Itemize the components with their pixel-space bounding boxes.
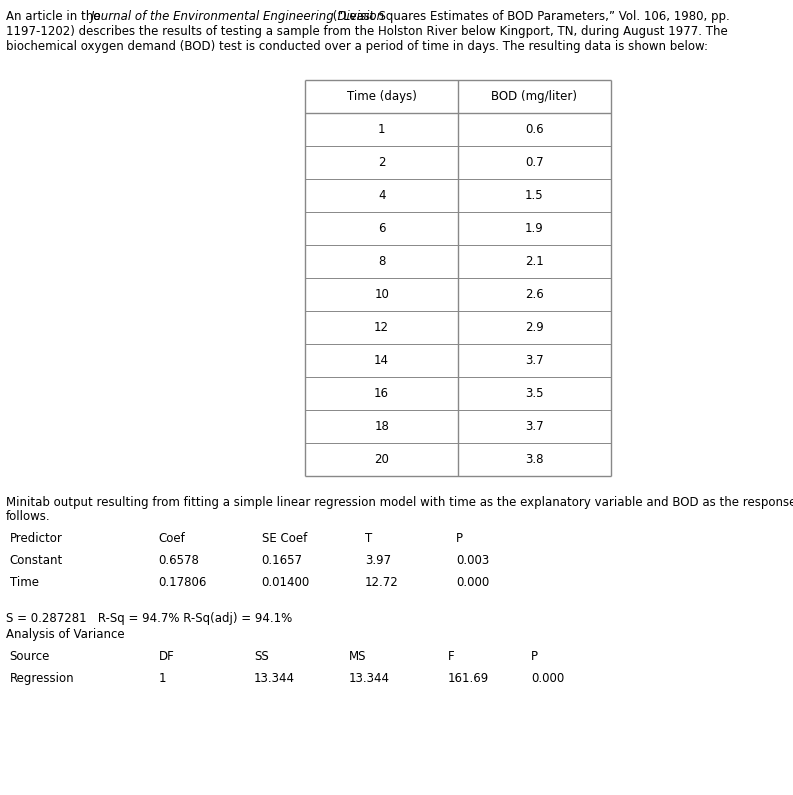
Text: Constant: Constant (10, 554, 63, 567)
Text: 12: 12 (374, 321, 389, 334)
Text: 0.003: 0.003 (456, 554, 489, 567)
Text: 1.5: 1.5 (525, 189, 543, 202)
Text: 4: 4 (378, 189, 385, 202)
Text: 8: 8 (378, 255, 385, 268)
Text: T: T (365, 532, 372, 545)
Text: 3.97: 3.97 (365, 554, 391, 567)
Text: (“Least Squares Estimates of BOD Parameters,” Vol. 106, 1980, pp.: (“Least Squares Estimates of BOD Paramet… (328, 10, 730, 23)
Text: 1197-1202) describes the results of testing a sample from the Holston River belo: 1197-1202) describes the results of test… (6, 25, 728, 38)
Text: Analysis of Variance: Analysis of Variance (6, 628, 125, 641)
Text: biochemical oxygen demand (BOD) test is conducted over a period of time in days.: biochemical oxygen demand (BOD) test is … (6, 40, 708, 53)
Text: 0.6: 0.6 (525, 123, 543, 136)
Text: 18: 18 (374, 420, 389, 433)
Text: DF: DF (159, 650, 174, 663)
Text: 0.000: 0.000 (531, 672, 565, 685)
Text: 3.8: 3.8 (525, 453, 543, 466)
Text: Coef: Coef (159, 532, 186, 545)
Text: Time: Time (10, 576, 39, 589)
Text: P: P (456, 532, 463, 545)
Text: follows.: follows. (6, 510, 51, 523)
Text: 0.1657: 0.1657 (262, 554, 303, 567)
Text: 10: 10 (374, 288, 389, 301)
Text: Regression: Regression (10, 672, 74, 685)
Text: Predictor: Predictor (10, 532, 63, 545)
Text: 0.7: 0.7 (525, 156, 543, 169)
Text: 1.9: 1.9 (525, 222, 544, 235)
Text: 2.6: 2.6 (525, 288, 544, 301)
Text: SS: SS (254, 650, 269, 663)
Text: 3.7: 3.7 (525, 354, 543, 367)
Text: S = 0.287281   R-Sq = 94.7% R-Sq(adj) = 94.1%: S = 0.287281 R-Sq = 94.7% R-Sq(adj) = 94… (6, 612, 293, 625)
Text: 13.344: 13.344 (254, 672, 295, 685)
Text: P: P (531, 650, 538, 663)
Text: 2.1: 2.1 (525, 255, 544, 268)
Text: 2.9: 2.9 (525, 321, 544, 334)
Text: 12.72: 12.72 (365, 576, 399, 589)
Text: An article in the: An article in the (6, 10, 104, 23)
Text: 13.344: 13.344 (349, 672, 390, 685)
Text: MS: MS (349, 650, 366, 663)
Text: Time (days): Time (days) (347, 90, 416, 103)
Text: Journal of the Environmental Engineering Division: Journal of the Environmental Engineering… (91, 10, 385, 23)
Text: BOD (mg/liter): BOD (mg/liter) (492, 90, 577, 103)
Text: 0.01400: 0.01400 (262, 576, 310, 589)
Text: 0.6578: 0.6578 (159, 554, 200, 567)
Text: 3.5: 3.5 (525, 387, 543, 400)
Text: 20: 20 (374, 453, 389, 466)
Text: 161.69: 161.69 (448, 672, 489, 685)
Text: 1: 1 (159, 672, 166, 685)
Text: SE Coef: SE Coef (262, 532, 307, 545)
Text: 3.7: 3.7 (525, 420, 543, 433)
Text: 0.17806: 0.17806 (159, 576, 207, 589)
Text: 16: 16 (374, 387, 389, 400)
Text: 6: 6 (378, 222, 385, 235)
Text: 2: 2 (378, 156, 385, 169)
Text: Minitab output resulting from fitting a simple linear regression model with time: Minitab output resulting from fitting a … (6, 496, 793, 509)
Text: 1: 1 (378, 123, 385, 136)
Text: 14: 14 (374, 354, 389, 367)
Text: F: F (448, 650, 454, 663)
Text: Source: Source (10, 650, 50, 663)
Text: 0.000: 0.000 (456, 576, 489, 589)
